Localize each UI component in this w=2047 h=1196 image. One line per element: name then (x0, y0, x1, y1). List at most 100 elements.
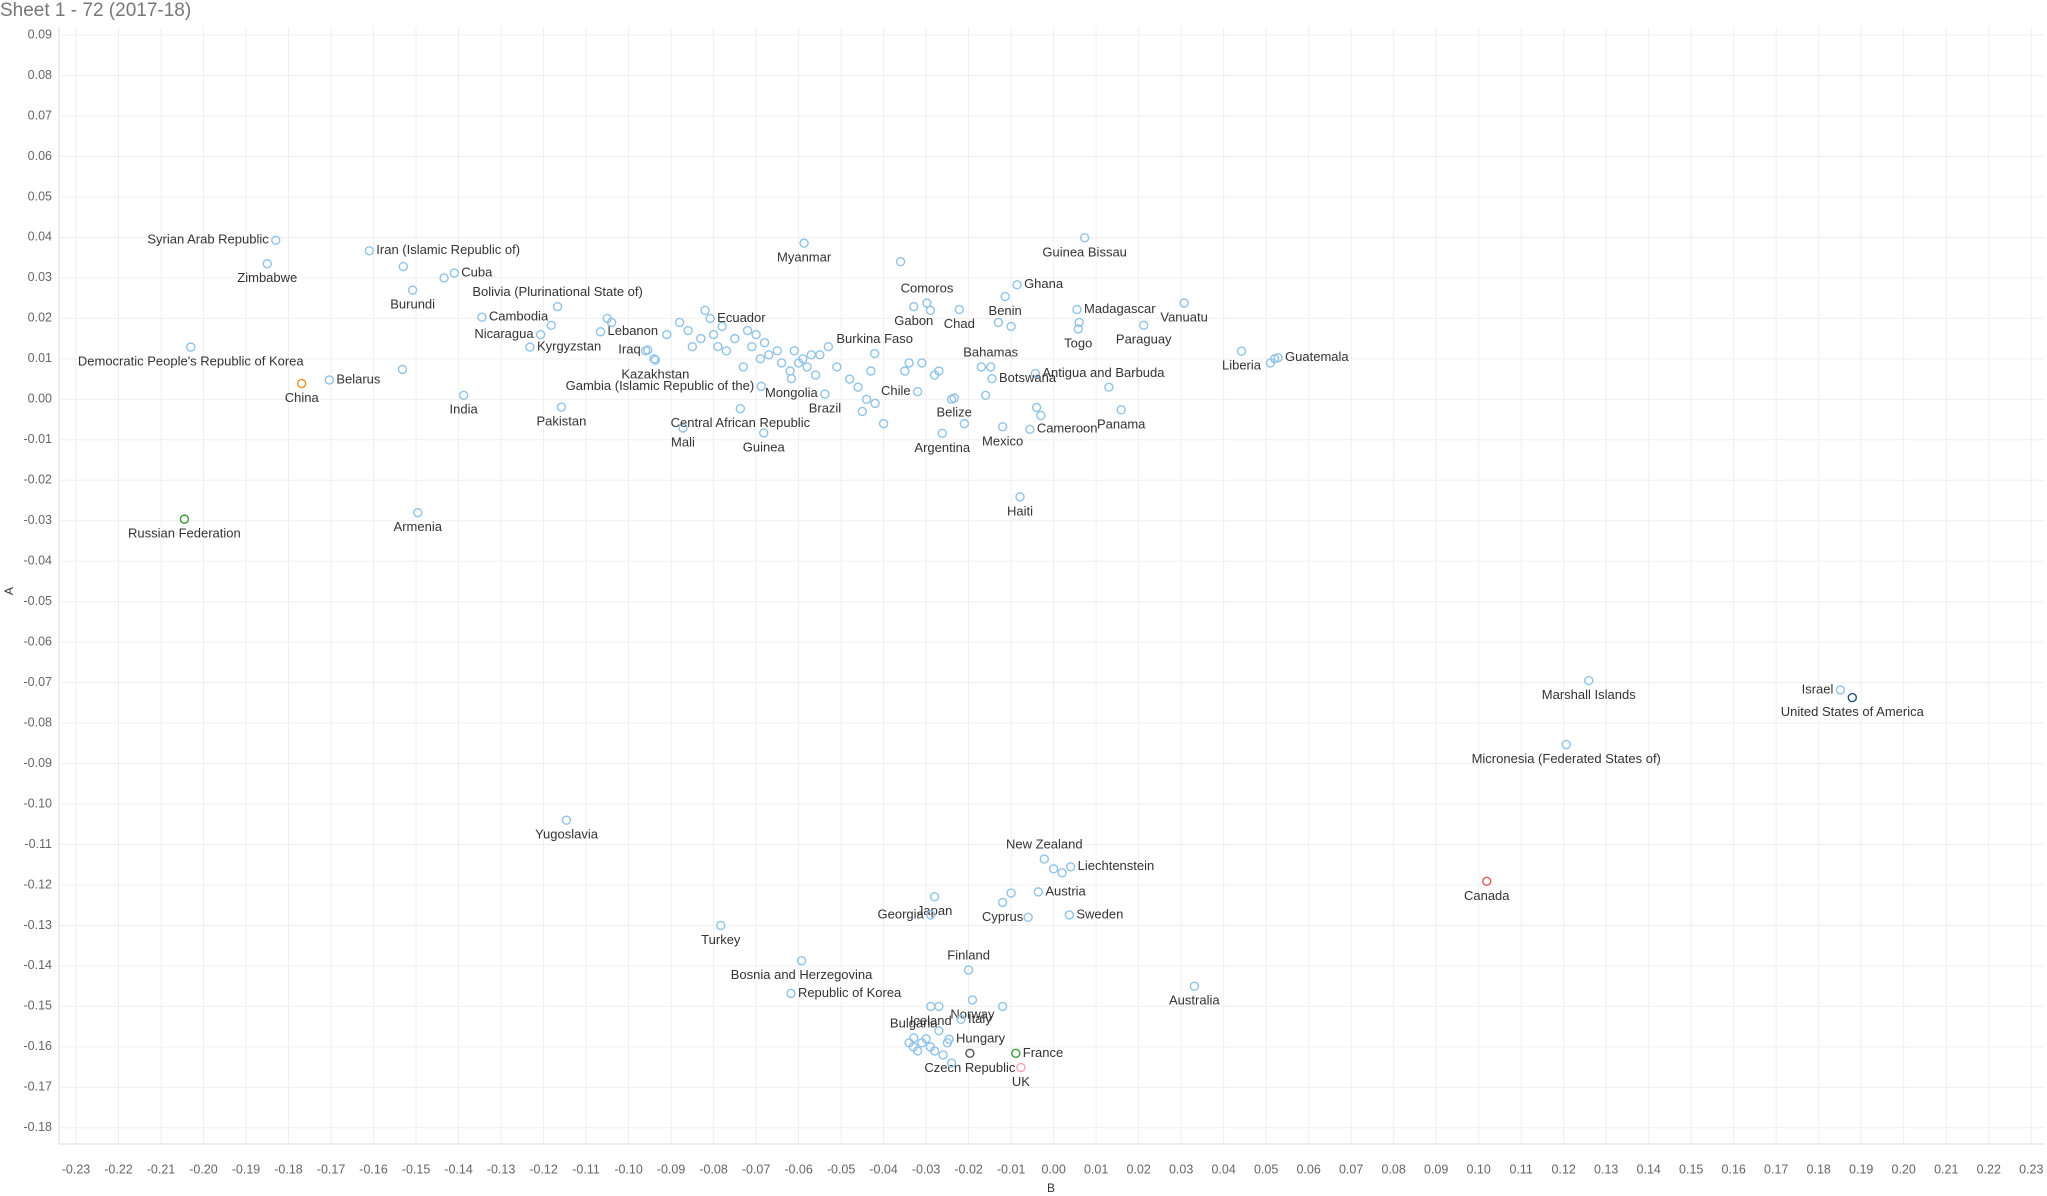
point (595, 327, 606, 337)
x-tick-label: -0.16 (359, 1162, 388, 1176)
point-label: Togo (1064, 335, 1092, 350)
x-tick-label: -0.10 (614, 1162, 643, 1176)
point (776, 358, 787, 368)
point (683, 325, 693, 336)
point-label: Mexico (982, 433, 1023, 448)
point (869, 348, 880, 359)
point-label: Yugoslavia (535, 827, 599, 842)
point (823, 342, 834, 352)
point (1073, 324, 1083, 334)
point (820, 389, 830, 399)
point (1033, 887, 1044, 897)
point-label: Bosnia and Herzegovina (731, 967, 873, 982)
point (929, 892, 940, 902)
point (1835, 685, 1846, 695)
point-label: Liechtenstein (1078, 858, 1155, 873)
point (785, 366, 795, 376)
point-label: Armenia (394, 519, 443, 534)
point (1057, 868, 1067, 878)
point (1561, 739, 1571, 750)
x-tick-label: 0.07 (1339, 1162, 1363, 1176)
point-label: Ecuador (717, 310, 766, 325)
point (552, 301, 563, 312)
point (764, 350, 774, 360)
y-tick-label: -0.16 (24, 1039, 53, 1053)
point (1179, 298, 1189, 308)
point (1023, 912, 1033, 923)
point (844, 374, 855, 384)
point (802, 362, 812, 372)
x-tick-label: 0.13 (1594, 1162, 1618, 1176)
point (866, 366, 876, 376)
point-label: Antigua and Barbuda (1042, 365, 1165, 380)
point-label: Chile (881, 383, 911, 398)
point (413, 507, 423, 518)
x-tick-label: -0.23 (62, 1162, 91, 1176)
point-label: Iran (Islamic Republic of) (376, 242, 520, 257)
point (439, 273, 449, 283)
point-label: Vanuatu (1160, 309, 1207, 324)
point (678, 423, 688, 433)
x-tick-label: -0.07 (742, 1162, 771, 1176)
y-tick-label: -0.02 (24, 473, 53, 487)
point (942, 1038, 953, 1048)
point (1012, 280, 1022, 290)
y-tick-label: -0.05 (24, 594, 53, 608)
y-tick-label: -0.17 (24, 1080, 53, 1094)
point (900, 366, 910, 376)
point (976, 362, 987, 372)
x-tick-label: -0.15 (402, 1162, 431, 1176)
point-label: Canada (1464, 888, 1510, 903)
point-label: Bahamas (963, 344, 1018, 359)
x-tick-label: -0.14 (444, 1162, 473, 1176)
point-label: Belarus (336, 371, 381, 386)
y-tick-label: 0.08 (28, 68, 52, 82)
point-label: Bulgaria (890, 1015, 938, 1030)
point (963, 965, 974, 975)
point (786, 988, 796, 999)
x-tick-label: -0.18 (274, 1162, 303, 1176)
point (747, 342, 757, 352)
point (934, 1025, 944, 1036)
point (1072, 304, 1082, 315)
point (1189, 981, 1200, 991)
point-label: China (285, 390, 320, 405)
y-tick-label: -0.07 (24, 675, 53, 689)
point (870, 398, 880, 409)
point (857, 406, 868, 417)
point-label: Syrian Arab Republic (147, 232, 269, 247)
point (1000, 291, 1010, 302)
point-label: Kazakhstan (621, 367, 689, 382)
point-label: Democratic People's Republic of Korea (78, 354, 305, 369)
point-label: Panama (1097, 416, 1146, 431)
x-tick-label: 0.04 (1211, 1162, 1235, 1176)
y-tick-label: -0.04 (24, 554, 53, 568)
point (751, 329, 761, 340)
point (458, 390, 469, 400)
point (262, 259, 272, 269)
x-tick-label: -0.01 (997, 1162, 1026, 1176)
point-label: Brazil (809, 401, 842, 416)
point (700, 305, 710, 315)
point (1065, 862, 1076, 872)
point (909, 301, 919, 312)
x-tick-label: -0.05 (827, 1162, 856, 1176)
point (997, 897, 1008, 908)
y-tick-label: -0.03 (24, 513, 53, 527)
x-tick-label: 0.00 (1041, 1162, 1065, 1176)
point-label: Madagascar (1084, 301, 1156, 316)
point (397, 364, 408, 375)
y-tick-label: -0.11 (24, 837, 52, 851)
point (186, 342, 196, 352)
point (878, 418, 889, 429)
point (398, 261, 408, 272)
point-label: Marshall Islands (1542, 687, 1636, 702)
point-label: Norway (950, 1006, 995, 1021)
point (640, 346, 651, 356)
point-label: United States of America (1781, 704, 1925, 719)
point (1011, 1048, 1021, 1059)
point (556, 402, 567, 412)
x-tick-label: 0.14 (1637, 1162, 1661, 1176)
point (674, 317, 685, 328)
